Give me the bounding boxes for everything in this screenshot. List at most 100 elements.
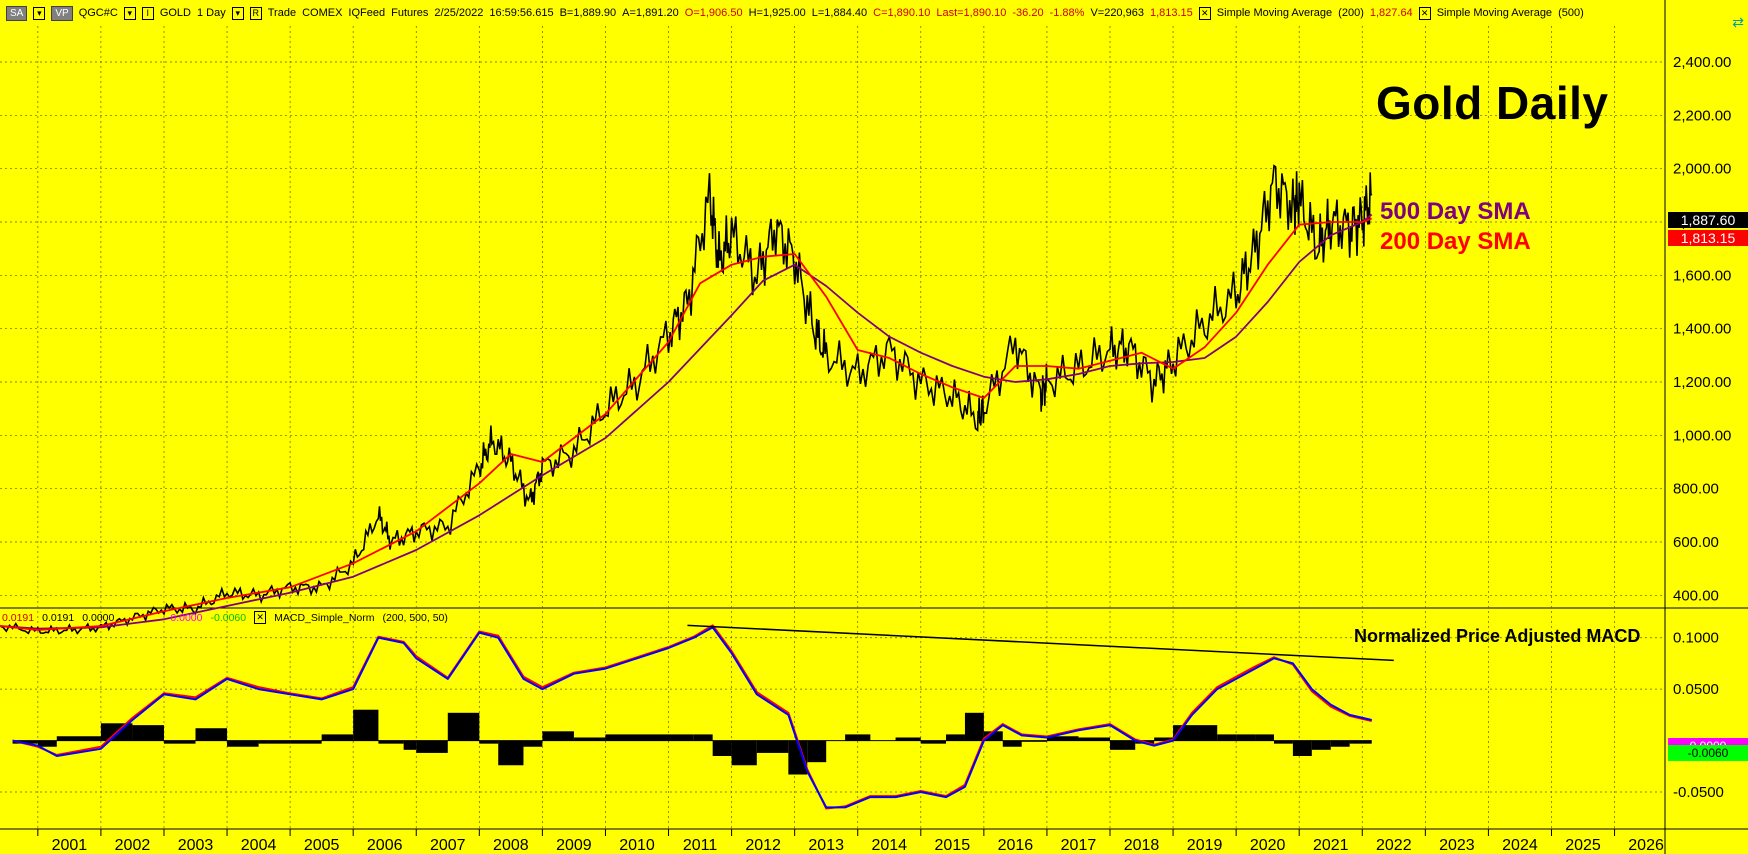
x-tick-label: 2016 bbox=[998, 837, 1034, 854]
macd-histogram-bar bbox=[1110, 740, 1136, 750]
chart-title: Gold Daily bbox=[1376, 77, 1609, 129]
macd-histogram-bar bbox=[668, 734, 694, 741]
macd-histogram-bar bbox=[1154, 737, 1174, 741]
mode-label: Trade bbox=[267, 7, 297, 19]
macd-histogram-bar bbox=[1078, 737, 1110, 741]
macd-red-line bbox=[12, 624, 1372, 810]
macd-histogram-bar bbox=[1311, 740, 1331, 750]
x-tick-label: 2017 bbox=[1061, 837, 1097, 854]
sma500-series-line bbox=[0, 213, 1373, 630]
macd-tag-b: -0.0060 bbox=[1668, 745, 1748, 761]
sma1-param: (200) bbox=[1338, 7, 1364, 19]
macd-histogram-bar bbox=[403, 740, 417, 750]
sma1-name: Simple Moving Average bbox=[1216, 7, 1333, 19]
x-tick-label: 2015 bbox=[935, 837, 971, 854]
macd-histogram-bar bbox=[12, 740, 38, 744]
symbol-label[interactable]: QGC#C bbox=[78, 7, 118, 19]
y-tick-label: 1,000.00 bbox=[1673, 427, 1731, 444]
ask-label: A=1,891.20 bbox=[622, 7, 679, 19]
period-label[interactable]: 1 Day bbox=[197, 7, 226, 19]
macd-histogram-bar bbox=[693, 734, 713, 741]
y-tick-label: 2,000.00 bbox=[1673, 161, 1731, 178]
macd-histogram-bar bbox=[807, 740, 827, 763]
x-tick-label: 2009 bbox=[556, 837, 592, 854]
bid-label: B=1,889.90 bbox=[559, 7, 617, 19]
x-tick-label: 2004 bbox=[241, 837, 277, 854]
macd-histogram-bar bbox=[605, 734, 637, 741]
macd-histogram-bar bbox=[712, 740, 732, 756]
vp-button[interactable]: VP bbox=[51, 5, 73, 21]
x-tick-label: 2022 bbox=[1376, 837, 1412, 854]
sma500-annotation: 500 Day SMA bbox=[1380, 198, 1531, 225]
x-tick-label: 2021 bbox=[1313, 837, 1349, 854]
macd-legend-value: 0.0191 bbox=[2, 611, 35, 624]
x-tick-label: 2011 bbox=[683, 837, 718, 854]
sma500-value: 1,827.64 bbox=[1369, 7, 1413, 19]
macd-histogram-bar bbox=[447, 712, 480, 741]
sma2-param: (500) bbox=[1558, 7, 1584, 19]
macd-trend-line bbox=[687, 624, 1394, 662]
x-tick-label: 2013 bbox=[808, 837, 844, 854]
period-dropdown-icon[interactable]: ▾ bbox=[231, 6, 244, 20]
price-series-line bbox=[0, 164, 1373, 635]
macd-histogram-bar bbox=[573, 737, 606, 741]
macd-histogram-bar bbox=[258, 740, 291, 744]
y-tick-label: 2,200.00 bbox=[1673, 107, 1731, 124]
macd-histogram-bar bbox=[321, 734, 354, 741]
x-tick-label: 2012 bbox=[745, 837, 781, 854]
macd-histogram-bar bbox=[983, 731, 1003, 741]
macd-legend-value: -0.0060 bbox=[210, 611, 247, 624]
y-tick-label: 1,400.00 bbox=[1673, 321, 1731, 338]
refresh-icon[interactable]: R bbox=[249, 6, 262, 20]
macd-histogram-bar bbox=[946, 734, 965, 741]
macd-histogram-bar bbox=[523, 740, 543, 747]
x-tick-label: 2005 bbox=[304, 837, 340, 854]
macd-histogram-bar bbox=[895, 737, 921, 741]
close-macd-icon[interactable]: ✕ bbox=[254, 611, 267, 624]
x-tick-label: 2020 bbox=[1250, 837, 1286, 854]
macd-histogram-bar bbox=[1273, 740, 1293, 744]
info-icon[interactable]: I bbox=[141, 6, 154, 20]
x-tick-label: 2006 bbox=[367, 837, 403, 854]
macd-histogram-bar bbox=[1255, 734, 1274, 741]
macd-histogram-bar bbox=[756, 740, 789, 753]
sma200-value: 1,813.15 bbox=[1149, 7, 1193, 19]
settings-arrows-icon[interactable]: ⇄ bbox=[1732, 14, 1744, 30]
sma200-series-line bbox=[0, 217, 1373, 631]
macd-histogram-bar bbox=[132, 725, 164, 741]
sa-button[interactable]: SA bbox=[6, 5, 28, 21]
macd-histogram-bar bbox=[56, 736, 101, 741]
dropdown-icon[interactable]: ▾ bbox=[33, 6, 46, 20]
x-tick-label: 2019 bbox=[1187, 837, 1223, 854]
x-tick-label: 2008 bbox=[493, 837, 529, 854]
macd-histogram-bar bbox=[845, 734, 871, 741]
macd-histogram-bar bbox=[920, 740, 947, 744]
symbol-dropdown-icon[interactable]: ▾ bbox=[123, 6, 136, 20]
type-label: Futures bbox=[391, 7, 429, 19]
date-label: 2/25/2022 bbox=[434, 7, 484, 19]
exchange-label: COMEX bbox=[302, 7, 343, 19]
macd-histogram-bar bbox=[1349, 740, 1372, 744]
macd-histogram-bar bbox=[290, 740, 322, 744]
macd-name: MACD_Simple_Norm bbox=[274, 611, 375, 624]
x-tick-label: 2025 bbox=[1565, 837, 1601, 854]
y-tick-label: 1,200.00 bbox=[1673, 374, 1731, 391]
macd-blue-line bbox=[12, 626, 1372, 809]
y-tick-label: 1,600.00 bbox=[1673, 267, 1731, 284]
change-pct-label: -1.88% bbox=[1049, 7, 1085, 19]
macd-histogram-bar bbox=[1292, 740, 1312, 756]
time-label: 16:59:56.615 bbox=[489, 7, 554, 19]
macd-histogram-bar bbox=[227, 740, 259, 747]
last-price-tag: 1,887.60 bbox=[1668, 212, 1748, 228]
macd-histogram-bar bbox=[731, 740, 757, 766]
macd-histogram-bar bbox=[378, 740, 404, 744]
y-tick-label: 800.00 bbox=[1673, 481, 1719, 498]
macd-histogram-bar bbox=[964, 712, 984, 741]
sma200-annotation: 200 Day SMA bbox=[1380, 228, 1531, 255]
close-sma2-icon[interactable]: ✕ bbox=[1418, 6, 1431, 20]
close-sma1-icon[interactable]: ✕ bbox=[1198, 6, 1211, 20]
macd-legend-value: 0.0000 bbox=[170, 611, 203, 624]
x-tick-label: 2007 bbox=[430, 837, 466, 854]
macd-histogram-bar bbox=[195, 728, 228, 741]
feed-label: IQFeed bbox=[348, 7, 386, 19]
